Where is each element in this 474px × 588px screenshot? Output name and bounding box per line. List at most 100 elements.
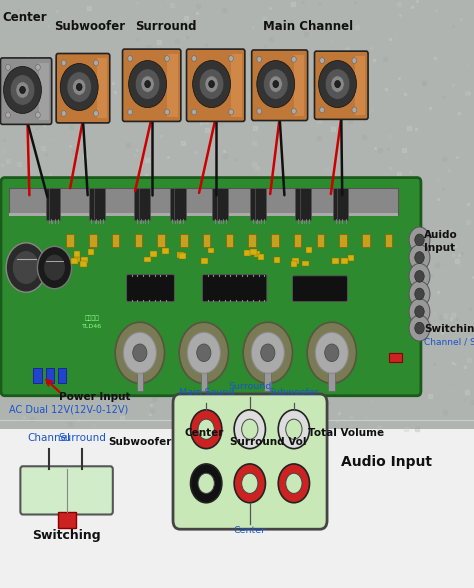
Circle shape [115, 322, 164, 383]
Bar [46, 368, 54, 383]
Bar [49, 188, 60, 220]
Circle shape [44, 255, 65, 280]
Text: Main Channel: Main Channel [263, 20, 353, 33]
Circle shape [273, 81, 279, 88]
Circle shape [278, 464, 310, 503]
Circle shape [3, 66, 42, 113]
Circle shape [409, 227, 430, 253]
Bar [139, 188, 150, 220]
Bar [74, 256, 81, 262]
Text: Surround: Surround [228, 382, 272, 392]
Circle shape [6, 243, 46, 292]
Bar [179, 253, 186, 259]
Bar [137, 355, 143, 391]
Bar [0, 0, 474, 168]
Bar [180, 234, 188, 247]
Circle shape [16, 82, 29, 98]
Circle shape [242, 419, 258, 439]
Circle shape [10, 75, 35, 105]
Bar [258, 254, 264, 260]
Bar [317, 234, 324, 247]
Circle shape [13, 251, 39, 284]
Circle shape [278, 410, 310, 449]
Text: Surround: Surround [135, 20, 197, 33]
Bar [208, 248, 214, 253]
Circle shape [36, 112, 40, 118]
Circle shape [292, 56, 296, 62]
FancyBboxPatch shape [20, 466, 113, 514]
Circle shape [325, 344, 339, 362]
Circle shape [234, 464, 265, 503]
Text: Subwoofer: Subwoofer [269, 388, 319, 397]
Circle shape [257, 108, 262, 114]
Bar [162, 248, 169, 254]
Bar [134, 188, 146, 220]
Bar [332, 258, 339, 264]
Bar [217, 188, 228, 220]
Bar [231, 54, 242, 116]
Circle shape [286, 419, 302, 439]
Bar [212, 188, 224, 220]
Circle shape [319, 58, 324, 64]
Circle shape [409, 299, 430, 325]
Bar [80, 260, 87, 266]
Bar [177, 252, 184, 258]
Bar [39, 63, 49, 120]
Bar [135, 234, 142, 247]
Circle shape [93, 60, 99, 66]
Text: Surround Vol: Surround Vol [229, 437, 306, 447]
Text: Power Input: Power Input [59, 392, 131, 402]
Bar [255, 188, 266, 220]
Bar [174, 188, 186, 220]
Circle shape [352, 58, 356, 64]
Circle shape [67, 72, 91, 102]
Circle shape [415, 234, 424, 246]
Bar [362, 234, 370, 247]
Circle shape [123, 332, 156, 373]
Text: Center: Center [184, 427, 224, 438]
Bar [94, 188, 105, 220]
Text: TLD46: TLD46 [82, 323, 102, 329]
Circle shape [269, 76, 283, 92]
Circle shape [197, 344, 211, 362]
Text: Auido: Auido [424, 230, 458, 240]
Circle shape [251, 332, 284, 373]
FancyBboxPatch shape [173, 394, 327, 529]
Circle shape [19, 86, 26, 93]
Bar [144, 256, 151, 262]
Circle shape [415, 288, 424, 300]
Text: Switching: Switching [424, 324, 474, 335]
Circle shape [242, 473, 258, 493]
Circle shape [234, 410, 265, 449]
Circle shape [179, 322, 228, 383]
Bar [389, 353, 402, 362]
Bar [88, 249, 94, 255]
FancyBboxPatch shape [122, 49, 181, 122]
Circle shape [141, 76, 154, 92]
Bar [300, 188, 311, 220]
Bar [112, 234, 119, 247]
Bar [167, 54, 178, 116]
Bar [264, 355, 271, 391]
Text: AC Dual 12V(12V-0-12V): AC Dual 12V(12V-0-12V) [9, 404, 129, 415]
Bar [203, 234, 210, 247]
Text: Input: Input [424, 243, 456, 253]
Circle shape [319, 61, 356, 108]
Circle shape [286, 473, 302, 493]
Bar [0, 429, 474, 588]
Circle shape [228, 109, 233, 115]
Circle shape [409, 281, 430, 307]
Bar [73, 250, 80, 256]
Bar [201, 258, 208, 264]
Circle shape [191, 410, 222, 449]
Bar [385, 234, 392, 247]
Circle shape [191, 109, 196, 115]
Bar [294, 55, 304, 116]
Text: Subwoofer: Subwoofer [55, 20, 126, 33]
Bar [66, 234, 74, 247]
Text: Channel: Channel [27, 433, 71, 443]
Circle shape [165, 55, 170, 62]
Bar [97, 58, 107, 118]
Circle shape [352, 107, 356, 113]
Circle shape [37, 246, 72, 289]
